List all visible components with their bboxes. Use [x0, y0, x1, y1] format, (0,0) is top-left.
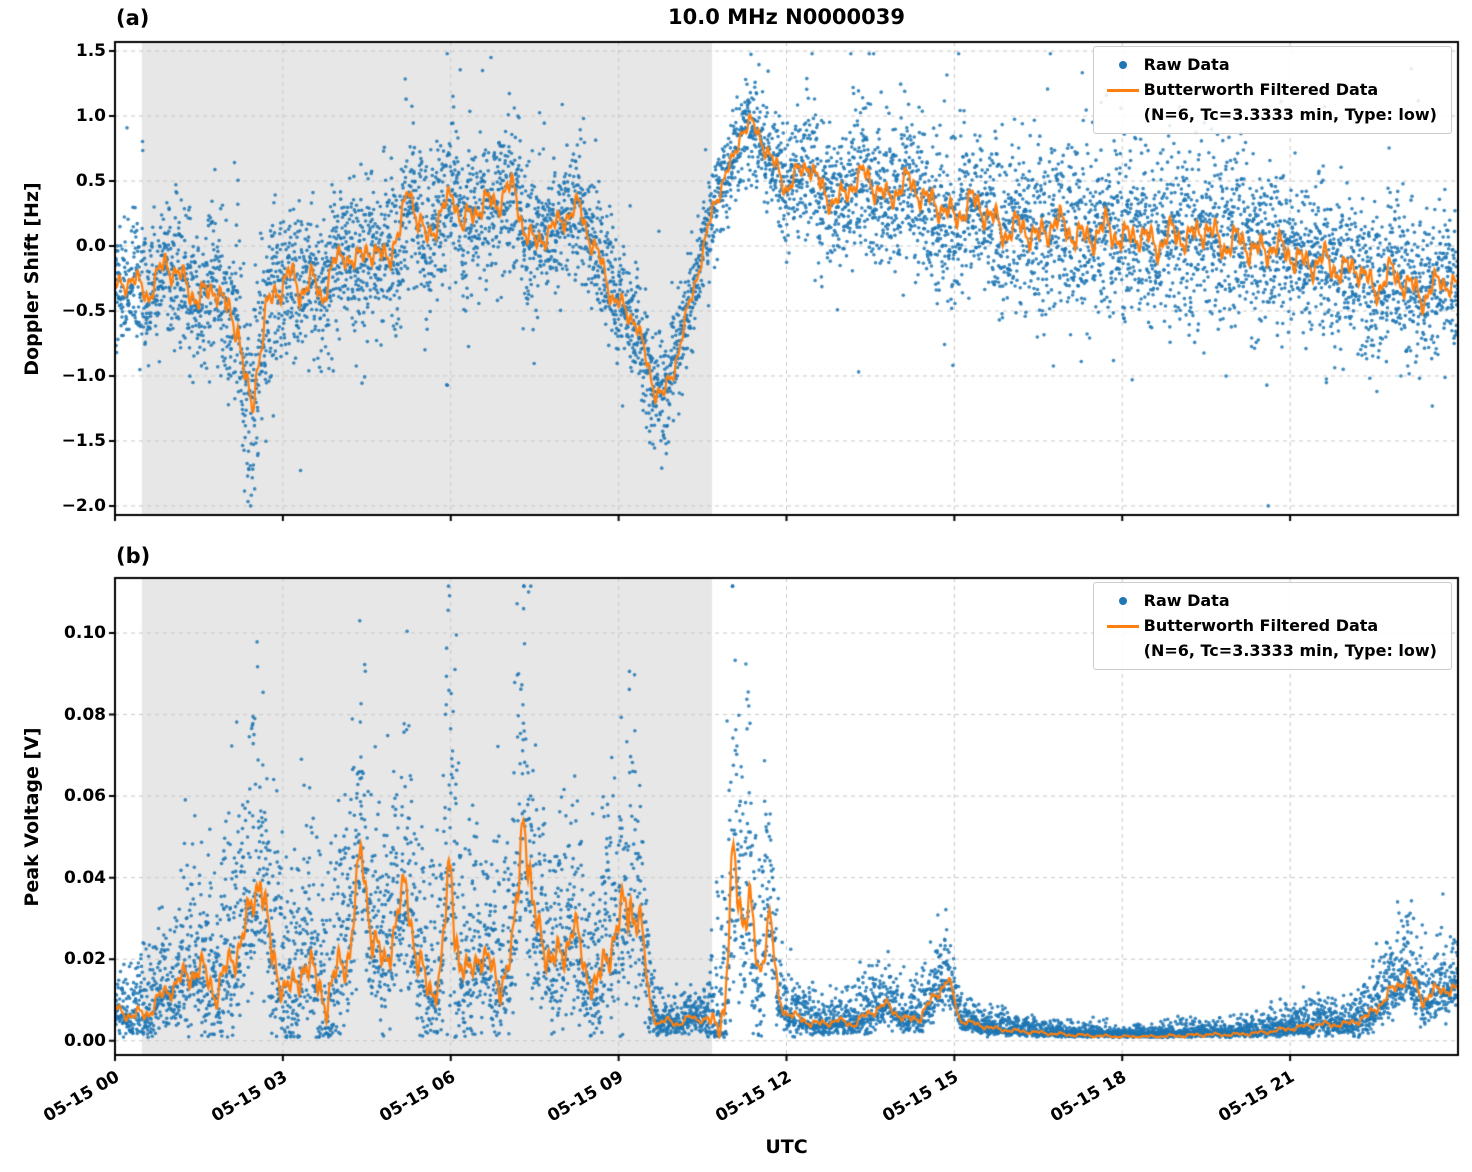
legend-filtered-label: Butterworth Filtered Data: [1143, 80, 1379, 99]
legend-filtered-label: Butterworth Filtered Data: [1143, 616, 1379, 635]
legend-raw-label: Raw Data: [1143, 55, 1230, 74]
x-axis-label: UTC: [765, 1136, 808, 1158]
legend-spacer: [1102, 105, 1144, 125]
raw-data-marker-icon: [1102, 55, 1144, 75]
y-axis-label-voltage: Peak Voltage [V]: [21, 727, 43, 907]
legend-filtered-params: (N=6, Tc=3.3333 min, Type: low): [1143, 641, 1437, 660]
filtered-line-marker-icon: [1102, 80, 1144, 100]
panel-label-a: (a): [116, 6, 150, 30]
y-axis-label-doppler: Doppler Shift [Hz]: [21, 182, 43, 376]
legend-a: Raw Data Butterworth Filtered Data (N=6,…: [1092, 46, 1452, 134]
legend-raw-label: Raw Data: [1143, 591, 1230, 610]
legend-b: Raw Data Butterworth Filtered Data (N=6,…: [1092, 582, 1452, 670]
filtered-line-marker-icon: [1102, 616, 1144, 636]
legend-spacer: [1102, 641, 1144, 661]
panel-label-b: (b): [116, 544, 151, 568]
raw-data-marker-icon: [1102, 591, 1144, 611]
legend-filtered-params: (N=6, Tc=3.3333 min, Type: low): [1143, 105, 1437, 124]
chart-title: 10.0 MHz N0000039: [668, 5, 905, 29]
